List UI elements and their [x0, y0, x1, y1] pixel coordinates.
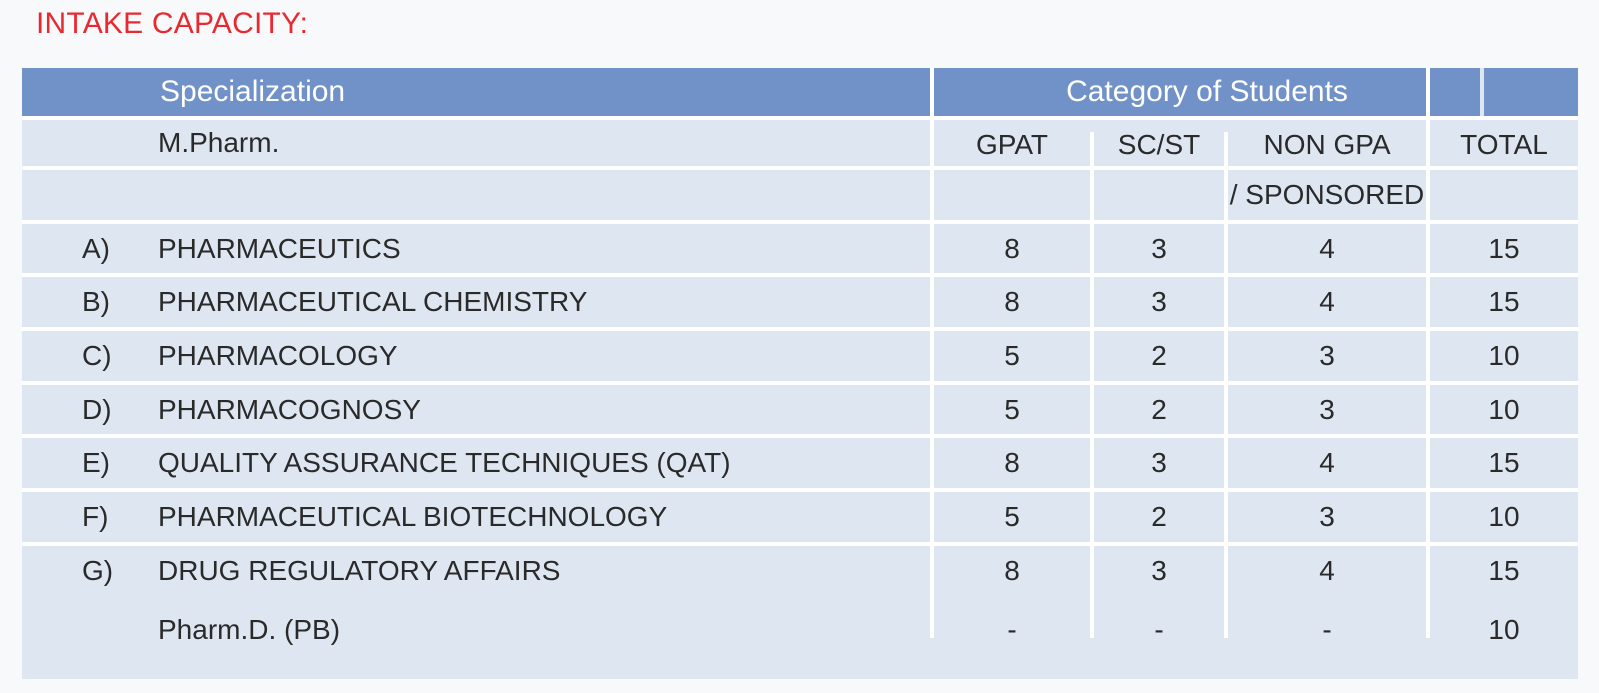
row-label: E) [82, 447, 110, 478]
row-label: G) [82, 555, 114, 586]
row-label: B) [82, 286, 110, 317]
row-gpat: 8 [1004, 555, 1020, 586]
row-nongpa: 4 [1319, 233, 1335, 264]
row-nongpa: 4 [1319, 286, 1335, 317]
pharmd-nongpa: - [1322, 614, 1332, 645]
row-nongpa: 3 [1319, 394, 1335, 425]
pharmd-total: 10 [1488, 614, 1520, 645]
pharmd-scst: - [1154, 614, 1164, 645]
row-scst: 3 [1151, 447, 1167, 478]
row-total: 15 [1488, 286, 1520, 317]
pharmd-name: Pharm.D. (PB) [158, 614, 341, 645]
column-divider [1090, 132, 1094, 638]
row-divider [22, 273, 1578, 277]
row-gpat: 8 [1004, 233, 1020, 264]
row-divider [22, 116, 1578, 120]
row-nongpa: 4 [1319, 447, 1335, 478]
column-gpat: GPAT [975, 129, 1049, 160]
row-divider [22, 166, 1578, 170]
row-specialization: DRUG REGULATORY AFFAIRS [158, 555, 561, 586]
row-nongpa: 3 [1319, 340, 1335, 371]
row-specialization: PHARMACEUTICAL CHEMISTRY [158, 286, 588, 317]
header-specialization: Specialization [22, 68, 930, 116]
column-divider [930, 68, 934, 638]
row-total: 15 [1488, 447, 1520, 478]
row-nongpa: 4 [1319, 555, 1335, 586]
pharmd-gpat: - [1007, 614, 1017, 645]
row-specialization: PHARMACEUTICAL BIOTECHNOLOGY [158, 501, 668, 532]
column-scst: SC/ST [1117, 129, 1201, 160]
row-specialization: PHARMACEUTICS [158, 233, 401, 264]
row-divider [22, 381, 1578, 385]
row-nongpa: 3 [1319, 501, 1335, 532]
row-gpat: 8 [1004, 286, 1020, 317]
row-total: 10 [1488, 501, 1520, 532]
intake-capacity-table: Specialization Category of Students M.Ph… [22, 68, 1578, 679]
row-total: 15 [1488, 233, 1520, 264]
row-specialization: QUALITY ASSURANCE TECHNIQUES (QAT) [158, 447, 731, 478]
row-label: C) [82, 340, 112, 371]
row-divider [22, 542, 1578, 546]
row-specialization: PHARMACOLOGY [158, 340, 398, 371]
column-divider [1224, 132, 1228, 638]
row-scst: 2 [1151, 501, 1167, 532]
row-gpat: 5 [1004, 394, 1020, 425]
row-scst: 3 [1151, 555, 1167, 586]
row-divider [22, 488, 1578, 492]
header-category-of-students: Category of Students [934, 68, 1480, 116]
column-nongpa: NON GPA [1263, 129, 1391, 160]
row-gpat: 5 [1004, 501, 1020, 532]
row-label: D) [82, 394, 112, 425]
row-scst: 3 [1151, 233, 1167, 264]
row-label: A) [82, 233, 110, 264]
row-total: 10 [1488, 340, 1520, 371]
program-mpharm: M.Pharm. [158, 127, 280, 158]
row-gpat: 8 [1004, 447, 1020, 478]
page-title: INTAKE CAPACITY: [36, 7, 309, 40]
row-total: 15 [1488, 555, 1520, 586]
row-total: 10 [1488, 394, 1520, 425]
column-nongpa-sponsored: / SPONSORED [1229, 179, 1425, 210]
column-divider [1426, 68, 1430, 638]
row-scst: 3 [1151, 286, 1167, 317]
row-gpat: 5 [1004, 340, 1020, 371]
row-specialization: PHARMACOGNOSY [158, 394, 421, 425]
header-total-blank [1484, 68, 1578, 116]
column-total: TOTAL [1460, 129, 1548, 160]
row-divider [22, 220, 1578, 224]
row-divider [22, 434, 1578, 438]
row-scst: 2 [1151, 340, 1167, 371]
row-divider [22, 327, 1578, 331]
row-label: F) [82, 501, 109, 532]
row-scst: 2 [1151, 394, 1167, 425]
